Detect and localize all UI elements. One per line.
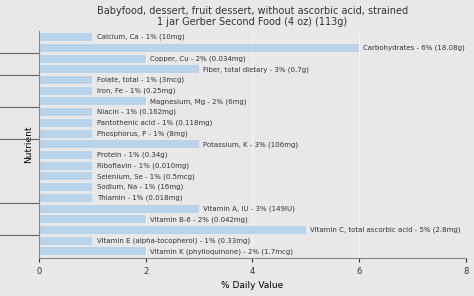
Text: Folate, total - 1% (3mcg): Folate, total - 1% (3mcg) — [97, 77, 184, 83]
Text: Copper, Cu - 2% (0.034mg): Copper, Cu - 2% (0.034mg) — [150, 55, 246, 62]
Text: Sodium, Na - 1% (16mg): Sodium, Na - 1% (16mg) — [97, 184, 183, 190]
Title: Babyfood, dessert, fruit dessert, without ascorbic acid, strained
1 jar Gerber S: Babyfood, dessert, fruit dessert, withou… — [97, 6, 408, 27]
Bar — [39, 226, 306, 234]
Text: Niacin - 1% (0.162mg): Niacin - 1% (0.162mg) — [97, 109, 176, 115]
Text: Magnesium, Mg - 2% (6mg): Magnesium, Mg - 2% (6mg) — [150, 98, 246, 105]
Bar — [39, 87, 92, 95]
Bar — [39, 247, 146, 255]
X-axis label: % Daily Value: % Daily Value — [221, 281, 283, 290]
Text: Thiamin - 1% (0.018mg): Thiamin - 1% (0.018mg) — [97, 194, 182, 201]
Text: Protein - 1% (0.34g): Protein - 1% (0.34g) — [97, 152, 167, 158]
Bar — [39, 237, 92, 245]
Bar — [39, 119, 92, 127]
Bar — [39, 33, 92, 41]
Text: Riboflavin - 1% (0.010mg): Riboflavin - 1% (0.010mg) — [97, 163, 189, 169]
Text: Carbohydrates - 6% (18.08g): Carbohydrates - 6% (18.08g) — [364, 45, 465, 51]
Bar — [39, 130, 92, 138]
Text: Pantothenic acid - 1% (0.118mg): Pantothenic acid - 1% (0.118mg) — [97, 120, 212, 126]
Bar — [39, 76, 92, 84]
Bar — [39, 162, 92, 170]
Text: Vitamin A, IU - 3% (149IU): Vitamin A, IU - 3% (149IU) — [203, 205, 295, 212]
Bar — [39, 97, 146, 105]
Text: Phosphorus, P - 1% (8mg): Phosphorus, P - 1% (8mg) — [97, 130, 187, 137]
Text: Vitamin E (alpha-tocopherol) - 1% (0.33mg): Vitamin E (alpha-tocopherol) - 1% (0.33m… — [97, 237, 250, 244]
Bar — [39, 65, 199, 73]
Bar — [39, 215, 146, 223]
Bar — [39, 108, 92, 116]
Bar — [39, 54, 146, 62]
Text: Vitamin C, total ascorbic acid - 5% (2.8mg): Vitamin C, total ascorbic acid - 5% (2.8… — [310, 227, 461, 233]
Bar — [39, 172, 92, 181]
Y-axis label: Nutrient: Nutrient — [25, 126, 34, 163]
Bar — [39, 183, 92, 191]
Bar — [39, 194, 92, 202]
Text: Iron, Fe - 1% (0.25mg): Iron, Fe - 1% (0.25mg) — [97, 87, 175, 94]
Bar — [39, 140, 199, 148]
Bar — [39, 44, 359, 52]
Text: Fiber, total dietary - 3% (0.7g): Fiber, total dietary - 3% (0.7g) — [203, 66, 309, 73]
Bar — [39, 205, 199, 213]
Text: Potassium, K - 3% (106mg): Potassium, K - 3% (106mg) — [203, 141, 299, 147]
Text: Vitamin B-6 - 2% (0.042mg): Vitamin B-6 - 2% (0.042mg) — [150, 216, 248, 223]
Text: Vitamin K (phylloquinone) - 2% (1.7mcg): Vitamin K (phylloquinone) - 2% (1.7mcg) — [150, 248, 293, 255]
Text: Selenium, Se - 1% (0.5mcg): Selenium, Se - 1% (0.5mcg) — [97, 173, 194, 180]
Bar — [39, 151, 92, 159]
Text: Calcium, Ca - 1% (10mg): Calcium, Ca - 1% (10mg) — [97, 34, 184, 40]
